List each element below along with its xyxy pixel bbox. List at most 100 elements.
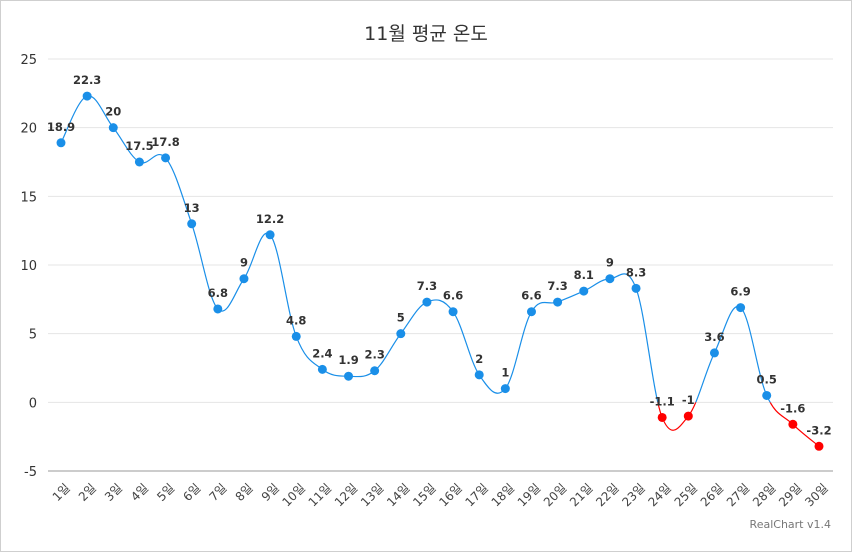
series-line-negative <box>657 402 820 447</box>
x-tick-label: 29일 <box>776 481 805 510</box>
y-tick-label: 15 <box>20 190 37 205</box>
x-tick-label: 25일 <box>672 481 701 510</box>
data-label: 3.6 <box>704 330 724 344</box>
data-label: 8.1 <box>574 268 594 282</box>
x-tick-label: 5일 <box>154 481 177 504</box>
x-tick-label: 9일 <box>259 481 282 504</box>
data-label: -1.6 <box>780 401 805 415</box>
data-label: 6.6 <box>521 289 541 303</box>
data-label: 5 <box>397 311 405 325</box>
data-point <box>344 371 354 381</box>
x-tick-label: 8일 <box>233 481 256 504</box>
data-point <box>788 419 798 429</box>
data-point <box>396 329 406 339</box>
y-tick-label: 0 <box>29 396 37 411</box>
data-label: 20 <box>105 105 121 119</box>
data-point <box>579 286 589 296</box>
data-point <box>762 390 772 400</box>
data-label: 2.4 <box>312 346 332 360</box>
data-point <box>265 230 275 240</box>
data-label: 0.5 <box>757 372 777 386</box>
data-point <box>187 219 197 229</box>
data-label: 18.9 <box>47 120 75 134</box>
x-tick-label: 21일 <box>567 481 596 510</box>
data-label: 22.3 <box>73 73 101 87</box>
x-tick-label: 20일 <box>541 481 570 510</box>
data-point <box>553 297 563 307</box>
data-point <box>605 274 615 284</box>
data-label: 7.3 <box>547 279 567 293</box>
x-tick-label: 23일 <box>619 481 648 510</box>
y-tick-label: 25 <box>20 53 37 68</box>
data-point <box>526 307 536 317</box>
data-label: 4.8 <box>286 313 306 327</box>
y-tick-label: 20 <box>20 122 37 137</box>
data-label: 7.3 <box>417 279 437 293</box>
x-tick-label: 7일 <box>206 481 229 504</box>
x-tick-label: 1일 <box>50 481 73 504</box>
data-label: 1.9 <box>338 353 358 367</box>
x-tick-label: 15일 <box>410 481 439 510</box>
x-tick-label: 24일 <box>645 481 674 510</box>
y-tick-label: 10 <box>20 259 37 274</box>
data-point <box>108 123 118 133</box>
x-tick-label: 27일 <box>724 481 753 510</box>
x-tick-label: 11일 <box>306 481 335 510</box>
x-tick-label: 18일 <box>489 481 518 510</box>
data-point <box>239 274 249 284</box>
data-point <box>82 91 92 101</box>
x-tick-label: 17일 <box>462 481 491 510</box>
data-label: -1 <box>682 393 695 407</box>
data-label: 12.2 <box>256 212 284 226</box>
data-point <box>161 153 171 163</box>
data-point <box>317 364 327 374</box>
data-label: 17.5 <box>125 139 153 153</box>
data-label: 9 <box>606 256 614 270</box>
data-label: 9 <box>240 256 248 270</box>
x-tick-label: 22일 <box>593 481 622 510</box>
data-label: 2 <box>475 352 483 366</box>
data-label: -1.1 <box>650 394 675 408</box>
data-label: -3.2 <box>806 423 831 437</box>
data-point <box>631 283 641 293</box>
data-point <box>814 441 824 451</box>
data-point <box>291 331 301 341</box>
data-point <box>683 411 693 421</box>
x-tick-label: 13일 <box>358 481 387 510</box>
data-point <box>370 366 380 376</box>
data-label: 17.8 <box>151 135 179 149</box>
x-tick-label: 2일 <box>76 481 99 504</box>
data-point <box>474 370 484 380</box>
x-tick-label: 6일 <box>180 481 203 504</box>
data-point <box>736 303 746 313</box>
data-label: 2.3 <box>364 348 384 362</box>
credit-text: RealChart v1.4 <box>750 518 831 531</box>
data-point <box>56 138 66 148</box>
x-tick-label: 30일 <box>802 481 831 510</box>
x-tick-label: 14일 <box>384 481 413 510</box>
data-point <box>422 297 432 307</box>
x-tick-label: 28일 <box>750 481 779 510</box>
data-label: 6.6 <box>443 289 463 303</box>
data-label: 13 <box>184 201 200 215</box>
data-point <box>213 304 223 314</box>
x-tick-label: 12일 <box>332 481 361 510</box>
data-label: 1 <box>501 366 509 380</box>
y-tick-label: 5 <box>29 328 37 343</box>
data-label: 8.3 <box>626 265 646 279</box>
data-label: 6.9 <box>730 285 750 299</box>
y-tick-label: -5 <box>24 465 37 480</box>
data-label: 6.8 <box>208 286 228 300</box>
data-point <box>709 348 719 358</box>
x-tick-label: 3일 <box>102 481 125 504</box>
x-tick-label: 10일 <box>280 481 309 510</box>
data-point <box>134 157 144 167</box>
data-point <box>657 412 667 422</box>
x-tick-label: 19일 <box>515 481 544 510</box>
x-tick-label: 4일 <box>128 481 151 504</box>
data-point <box>500 384 510 394</box>
chart-title: 11월 평균 온도 <box>364 23 488 45</box>
x-tick-label: 26일 <box>698 481 727 510</box>
